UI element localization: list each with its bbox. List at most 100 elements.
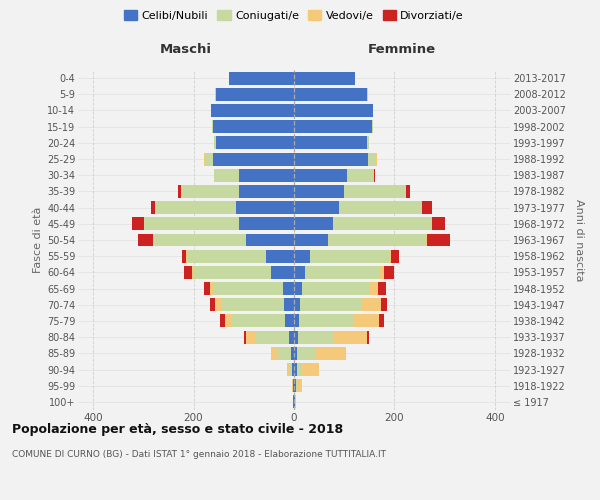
Bar [374,169,376,181]
Bar [216,88,294,101]
Bar [328,234,426,246]
Bar [154,234,246,246]
Bar [294,152,368,166]
Bar [380,266,385,279]
Legend: Celibi/Nubili, Coniugati/e, Vedovi/e, Divorziati/e: Celibi/Nubili, Coniugati/e, Vedovi/e, Di… [122,8,466,24]
Bar [294,218,333,230]
Bar [368,152,376,166]
Bar [293,379,294,392]
Bar [305,266,380,279]
Bar [295,396,296,408]
Bar [294,347,296,360]
Bar [212,152,294,166]
Bar [292,363,294,376]
Bar [294,136,367,149]
Bar [344,185,406,198]
Text: Popolazione per età, sesso e stato civile - 2018: Popolazione per età, sesso e stato civil… [12,422,343,436]
Bar [432,218,445,230]
Bar [287,363,289,376]
Bar [376,152,377,166]
Bar [271,266,294,279]
Bar [294,363,296,376]
Bar [298,330,334,344]
Bar [294,314,299,328]
Bar [239,185,294,198]
Bar [296,363,302,376]
Bar [209,282,214,295]
Bar [361,298,382,311]
Bar [132,218,145,230]
Bar [294,330,298,344]
Bar [214,282,283,295]
Bar [293,396,294,408]
Bar [406,185,410,198]
Bar [214,169,239,181]
Bar [347,169,374,181]
Bar [184,266,191,279]
Bar [266,250,294,262]
Bar [296,379,302,392]
Bar [334,330,367,344]
Bar [292,379,293,392]
Bar [379,314,385,328]
Bar [294,234,328,246]
Bar [299,314,354,328]
Bar [367,136,370,149]
Bar [203,282,209,295]
Bar [205,152,212,166]
Bar [291,347,294,360]
Bar [391,250,399,262]
Bar [138,234,154,246]
Bar [285,314,294,328]
Text: Femmine: Femmine [368,44,436,57]
Text: COMUNE DI CURNO (BG) - Dati ISTAT 1° gennaio 2018 - Elaborazione TUTTITALIA.IT: COMUNE DI CURNO (BG) - Dati ISTAT 1° gen… [12,450,386,459]
Bar [256,330,289,344]
Bar [379,282,386,295]
Bar [294,379,296,392]
Bar [294,396,295,408]
Bar [244,330,246,344]
Bar [382,298,388,311]
Bar [191,266,194,279]
Bar [367,330,370,344]
Bar [385,266,394,279]
Bar [194,266,271,279]
Bar [210,298,215,311]
Bar [294,72,355,85]
Bar [294,185,344,198]
Bar [316,347,346,360]
Bar [224,314,232,328]
Bar [372,120,373,133]
Bar [284,298,294,311]
Bar [422,201,432,214]
Bar [229,72,294,85]
Bar [296,347,316,360]
Bar [294,298,300,311]
Bar [289,330,294,344]
Y-axis label: Anni di nascita: Anni di nascita [574,198,584,281]
Bar [294,266,305,279]
Bar [211,104,294,117]
Bar [289,363,292,376]
Bar [333,218,431,230]
Bar [302,363,319,376]
Bar [239,218,294,230]
Bar [182,250,186,262]
Bar [220,314,224,328]
Bar [187,250,266,262]
Bar [294,250,310,262]
Bar [310,250,389,262]
Bar [294,201,339,214]
Bar [302,282,370,295]
Bar [246,234,294,246]
Bar [283,282,294,295]
Bar [215,298,221,311]
Bar [431,218,432,230]
Bar [236,201,294,214]
Bar [212,120,294,133]
Bar [215,88,216,101]
Bar [155,201,236,214]
Bar [367,88,368,101]
Bar [294,120,372,133]
Bar [204,152,205,166]
